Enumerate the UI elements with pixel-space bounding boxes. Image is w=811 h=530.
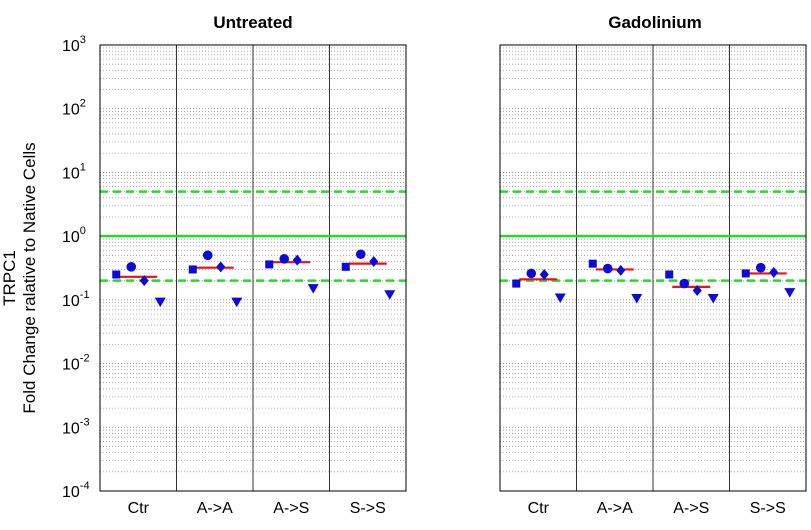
plot-frame [499, 44, 807, 492]
y-tick-label: 100 [62, 225, 86, 246]
square-marker [341, 262, 350, 271]
triangle-marker [384, 290, 396, 300]
square-marker [265, 260, 274, 269]
x-tick-label: A->A [597, 500, 633, 517]
panel-title: Untreated [213, 13, 292, 32]
square-marker [741, 269, 750, 278]
circle-marker [279, 254, 290, 264]
circle-marker [355, 249, 366, 260]
data-group [588, 259, 643, 304]
data-group [665, 270, 719, 304]
square-marker [512, 279, 521, 288]
square-marker [665, 270, 674, 279]
plot-frame [99, 44, 407, 492]
data-group [188, 250, 243, 308]
triangle-marker [554, 293, 566, 303]
square-marker [588, 259, 597, 268]
y-tick-label: 101 [62, 161, 86, 182]
square-marker [112, 270, 121, 279]
data-group [112, 262, 166, 308]
triangle-marker [631, 294, 643, 304]
y-axis: 103 102 101 100 10-1 10-2 10-3 10-4 [62, 34, 90, 501]
square-marker [188, 265, 197, 274]
circle-marker [126, 262, 137, 272]
triangle-marker [231, 297, 243, 308]
y-tick-label: 103 [62, 34, 86, 55]
circle-marker [755, 262, 766, 273]
diamond-marker [216, 261, 226, 273]
diamond-marker [539, 269, 549, 281]
x-tick-label: Ctr [128, 500, 150, 517]
circle-marker [679, 278, 690, 289]
data-group [741, 262, 796, 298]
triangle-marker [784, 288, 796, 298]
x-tick-label: A->A [197, 500, 233, 517]
y-tick-label: 10-2 [62, 353, 90, 374]
x-tick-label: A->S [273, 500, 309, 517]
triangle-marker [307, 284, 319, 294]
y-tick-label: 10-1 [62, 289, 90, 310]
diamond-marker [139, 275, 149, 287]
panel-title: Gadolinium [608, 13, 702, 32]
triangle-marker [154, 297, 166, 308]
y-axis-label-line2: Fold Change ralative to Native Cells [20, 142, 39, 413]
triangle-marker [707, 294, 719, 304]
data-group [512, 268, 566, 303]
data-group [341, 249, 396, 300]
diamond-marker [692, 285, 702, 297]
diamond-marker [292, 254, 302, 266]
circle-marker [526, 268, 537, 279]
circle-marker [202, 250, 213, 261]
y-tick-label: 10-4 [62, 480, 90, 501]
data-group [265, 254, 319, 294]
circle-marker [602, 263, 613, 274]
diamond-marker [369, 255, 379, 267]
panel-untreated: Untreated Ctr A->A A->S S->S [99, 13, 407, 517]
panel-gadolinium: Gadolinium Ctr A->A A->S S->S [499, 13, 807, 517]
y-tick-label: 10-3 [62, 416, 90, 437]
x-tick-label: A->S [673, 500, 709, 517]
y-tick-label: 102 [62, 98, 86, 119]
x-tick-label: S->S [350, 500, 386, 517]
x-tick-label: S->S [750, 500, 786, 517]
diamond-marker [769, 266, 779, 278]
x-tick-label: Ctr [528, 500, 550, 517]
y-axis-label-line1: TRPC1 [0, 250, 19, 306]
diamond-marker [616, 264, 626, 276]
